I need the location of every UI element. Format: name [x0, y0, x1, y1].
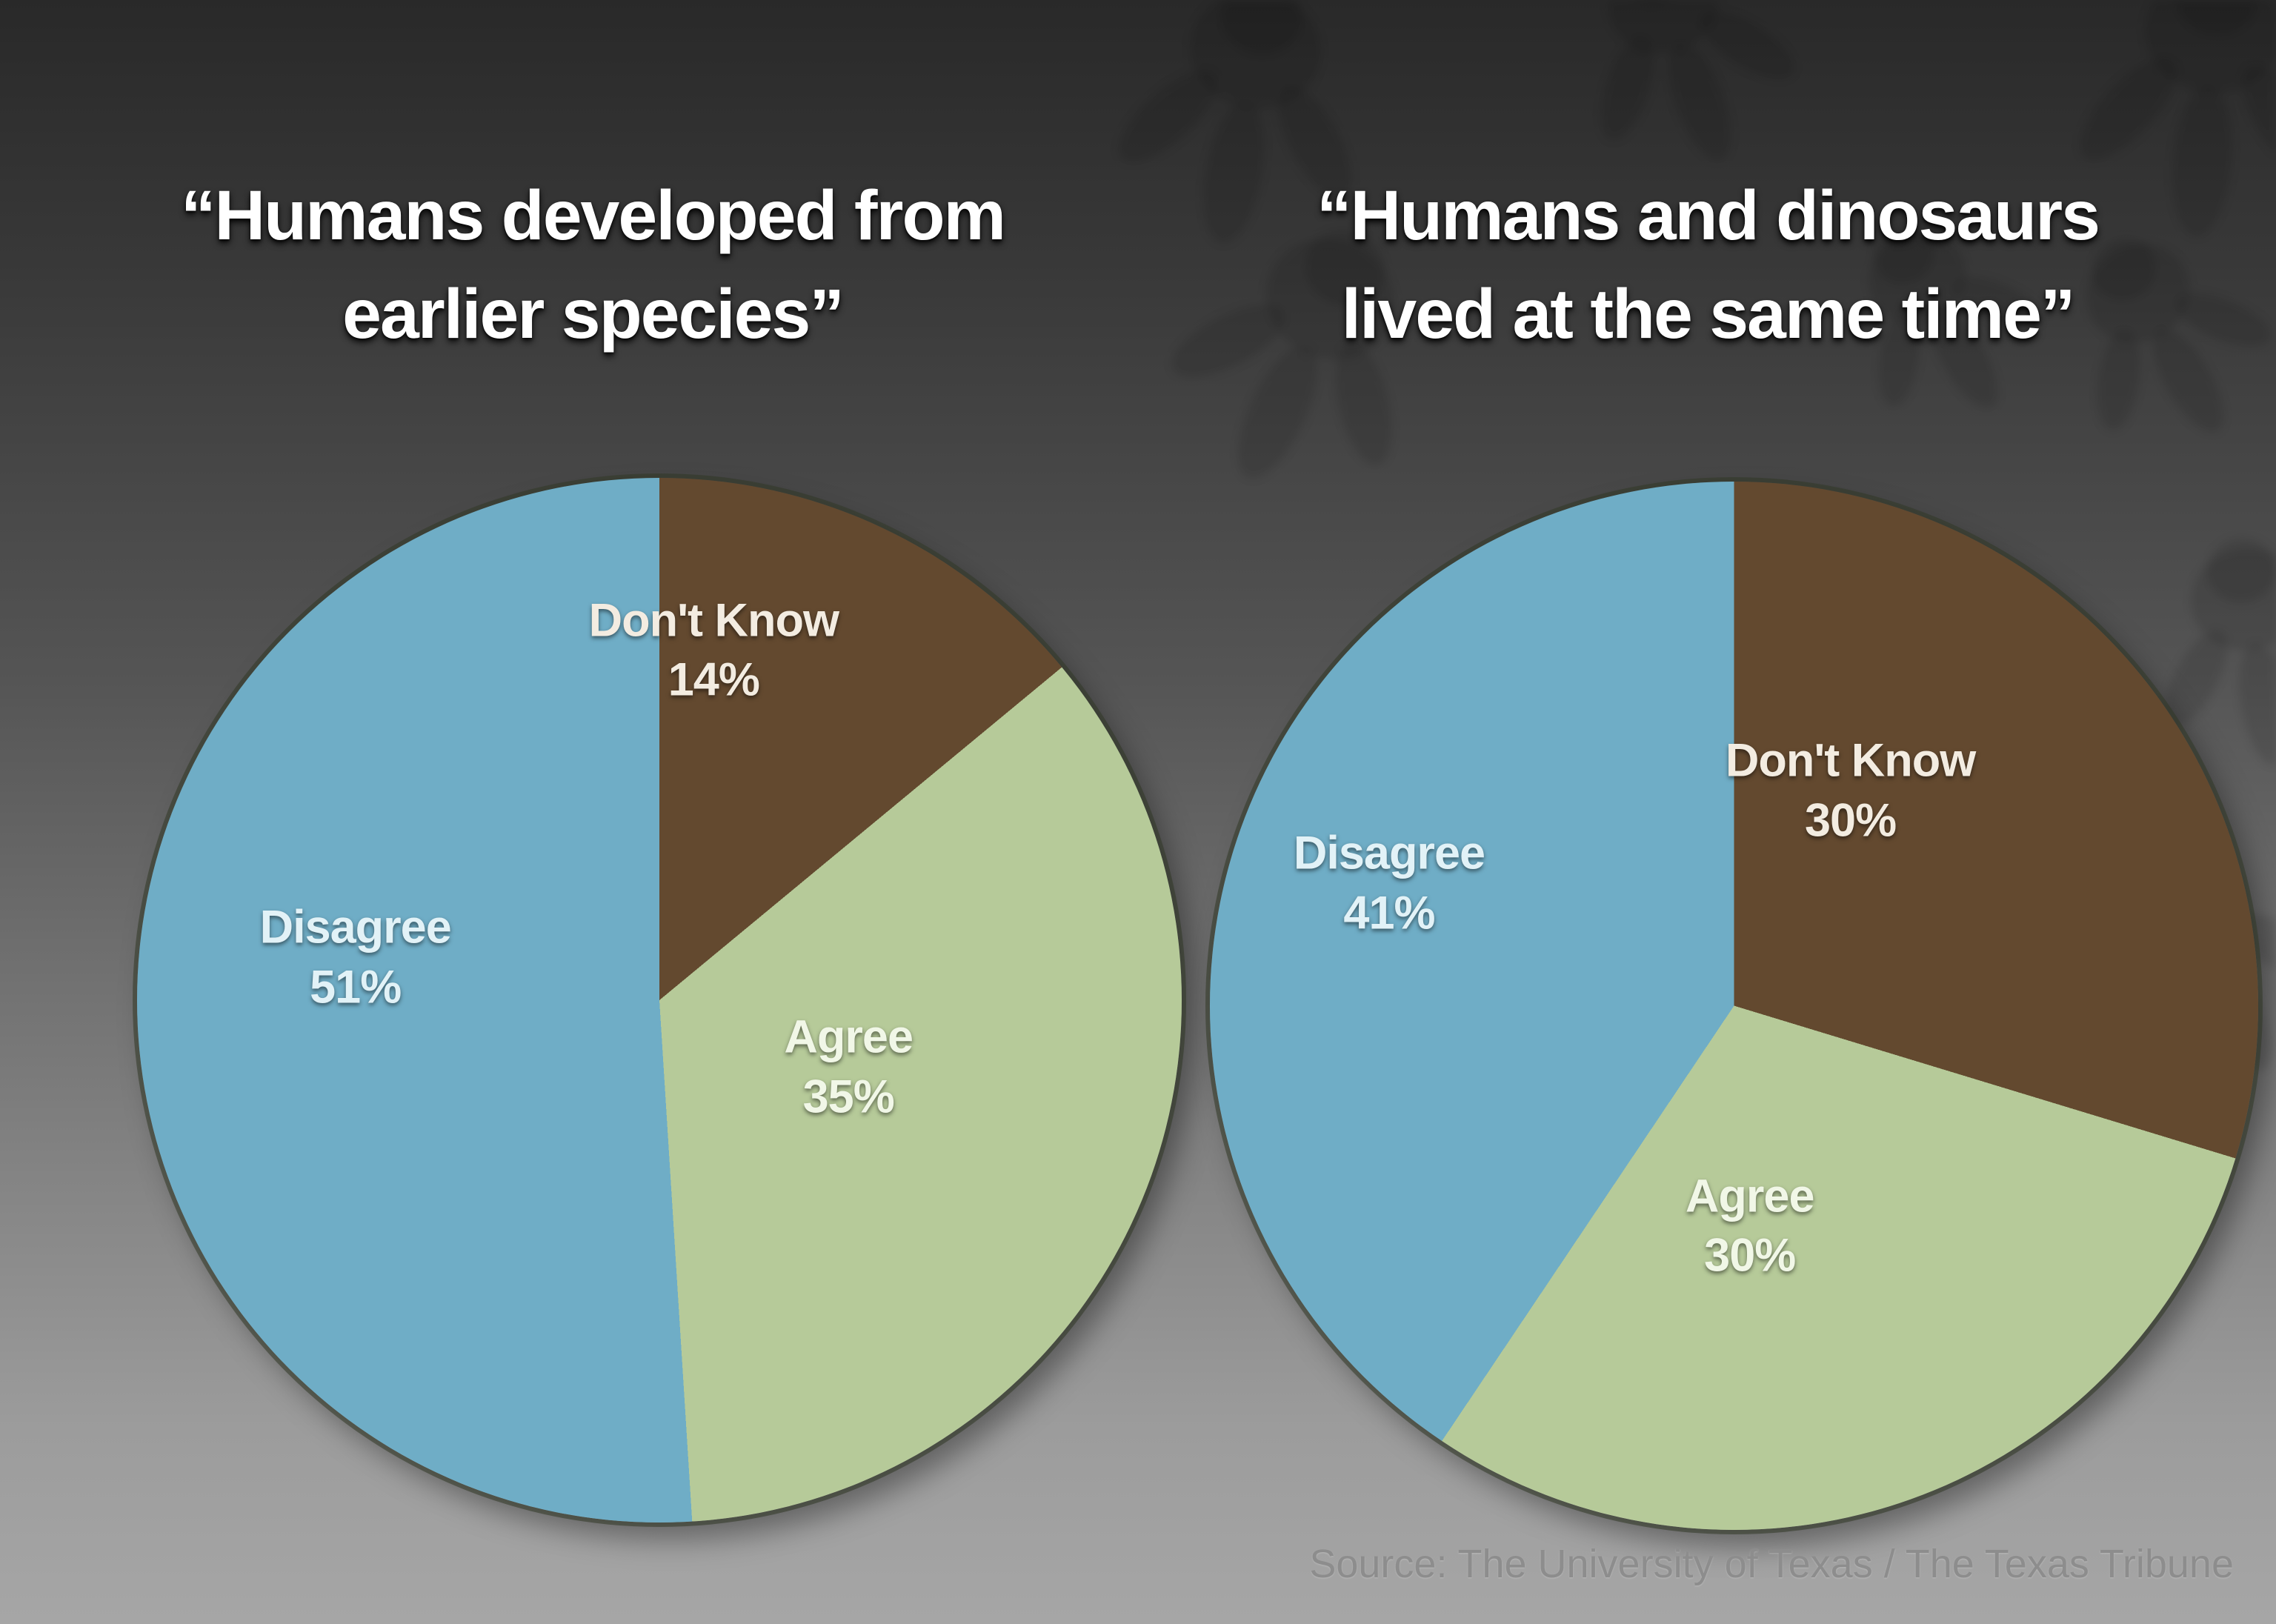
slice-percent: 30%	[1805, 794, 1897, 847]
slice-percent: 30%	[1704, 1229, 1796, 1282]
pie-chart-humans-developed: Don't Know 14% Agree 35% Disagree 51%	[137, 478, 1182, 1522]
left-chart-title: “Humans developed from earlier species”	[22, 167, 1163, 364]
slice-percent: 35%	[802, 1071, 895, 1123]
slice-name: Don't Know	[588, 594, 839, 647]
left-chart-title-line2: earlier species”	[342, 275, 845, 353]
slice-percent: 14%	[668, 653, 760, 706]
slice-percent: 41%	[1343, 886, 1435, 939]
slice-name: Don't Know	[1725, 734, 1976, 787]
slice-name: Disagree	[1293, 827, 1485, 879]
slice-label-agree: Agree 35%	[784, 1008, 914, 1127]
slice-name: Disagree	[259, 901, 452, 954]
slice-label-disagree: Disagree 41%	[1294, 823, 1485, 942]
right-chart-title: “Humans and dinosaurs lived at the same …	[1148, 167, 2267, 364]
slice-label-disagree: Disagree 51%	[259, 898, 452, 1017]
slice-name: Agree	[784, 1011, 914, 1063]
slice-label-don-t-know: Don't Know 14%	[589, 590, 839, 710]
slice-label-don-t-know: Don't Know 30%	[1725, 731, 1976, 851]
slice-name: Agree	[1685, 1170, 1815, 1222]
right-chart-title-line1: “Humans and dinosaurs	[1317, 176, 2100, 255]
source-attribution: Source: The University of Texas / The Te…	[1309, 1542, 2234, 1586]
pie-chart-humans-dinosaurs: Don't Know 30% Agree 30% Disagree 41%	[1210, 482, 2258, 1530]
right-chart-title-line2: lived at the same time”	[1341, 275, 2076, 353]
slice-label-agree: Agree 30%	[1685, 1166, 1815, 1285]
slice-percent: 51%	[310, 961, 402, 1014]
left-chart-title-line1: “Humans developed from	[180, 176, 1006, 255]
